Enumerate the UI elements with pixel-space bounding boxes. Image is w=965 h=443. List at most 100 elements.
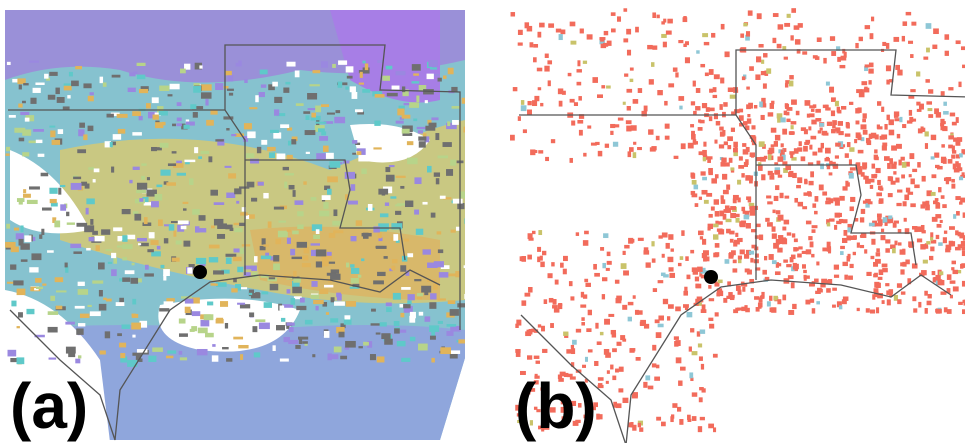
pixel [239,222,246,227]
pixel [18,312,23,318]
pixel [570,344,575,349]
pixel [627,316,632,322]
pixel [413,73,419,76]
pixel [875,258,881,264]
pixel [319,136,329,141]
pixel [829,86,835,93]
pixel [680,366,686,371]
pixel [35,139,43,144]
pixel [424,100,428,104]
pixel [759,101,763,108]
pixel [406,141,414,146]
pixel [856,307,860,312]
pixel [699,119,705,124]
pixel [784,83,789,88]
pixel [922,259,928,264]
pixel [131,322,141,330]
pixel [119,297,124,303]
pixel [527,100,532,106]
pixel [651,363,657,368]
pixel [935,274,941,281]
pixel [389,268,393,272]
pixel [786,118,791,123]
pixel [166,298,175,302]
pixel [670,416,674,423]
pixel [597,150,603,157]
pixel [733,151,738,157]
pixel [328,280,332,283]
pixel [770,144,775,148]
pixel [464,218,465,224]
pixel [345,66,354,73]
pixel [696,331,701,337]
pixel [409,336,416,342]
pixel [718,144,725,149]
pixel [612,141,619,147]
pixel [715,120,721,126]
pixel [215,139,224,142]
pixel [745,249,751,256]
pixel [649,147,656,152]
pixel [630,125,637,131]
pixel [618,388,624,393]
pixel [587,125,592,129]
pixel [582,364,587,368]
pixel [312,70,321,74]
pixel [401,357,411,362]
pixel [918,103,924,110]
pixel [592,77,598,83]
pixel [163,238,169,244]
pixel [864,25,871,30]
pixel [819,122,825,127]
pixel [24,117,30,122]
pixel [737,237,743,243]
pixel [643,105,648,112]
pixel [769,307,776,313]
pixel [936,308,942,314]
pixel [669,272,676,278]
pixel [606,370,610,374]
pixel [173,163,184,168]
pixel [603,42,609,47]
pixel [401,128,410,134]
pixel [692,269,699,275]
pixel [956,269,962,274]
pixel [769,175,775,180]
pixel [319,288,329,295]
panel-label: (a) [10,370,88,442]
pixel [943,111,949,115]
pixel [793,25,800,30]
pixel [199,65,203,69]
pixel [742,210,746,214]
pixel [358,70,364,74]
pixel [741,173,745,178]
pixel [794,39,801,45]
pixel [324,284,334,288]
pixel [654,319,660,324]
pixel [569,376,576,380]
pixel [877,126,883,130]
pixel [567,72,572,77]
pixel [257,181,264,186]
pixel [89,92,94,96]
pixel [402,132,413,136]
pixel [946,309,952,314]
pixel [959,153,963,158]
pixel [832,287,837,291]
pixel [210,283,216,286]
pixel [557,88,564,95]
pixel [580,291,585,298]
pixel [962,212,965,218]
pixel [196,348,208,356]
pixel [754,235,759,239]
pixel [948,144,953,149]
pixel [259,69,268,75]
pixel [251,265,257,271]
pixel [246,214,255,219]
pixel [713,74,720,80]
pixel [749,66,754,71]
pixel [860,137,865,142]
pixel [195,257,207,265]
pixel [701,103,708,109]
pixel [298,339,303,345]
